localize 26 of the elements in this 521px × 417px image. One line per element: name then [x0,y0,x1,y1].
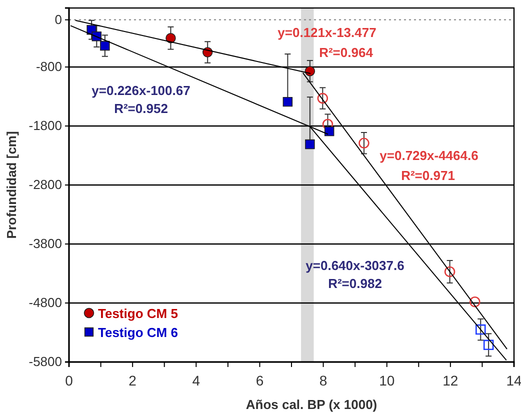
annotation: y=0.226x-100.67 [92,83,190,98]
annotation: y=0.640x-3037.6 [306,258,404,273]
legend-label: Testigo CM 6 [98,325,178,340]
annotation: y=0.729x-4464.6 [380,148,478,163]
y-tick-label: 0 [54,12,62,27]
x-tick-label: 8 [319,372,328,388]
x-axis-title: Años cal. BP (x 1000) [246,397,378,412]
y-tick-label: -2800 [28,177,62,192]
y-axis-title: Profundidad [cm] [4,131,19,239]
x-tick-label: 6 [256,372,264,388]
x-tick-label: 10 [379,372,395,388]
annotation: y=0.121x-13.477 [278,25,376,40]
legend-label: Testigo CM 5 [98,306,178,321]
annotation: R²=0.982 [328,276,382,291]
y-tick-label: -1800 [28,118,62,134]
x-tick-label: 12 [442,372,458,388]
y-tick-label: -800 [36,59,62,74]
y-tick-label: -3800 [28,236,62,252]
y-tick-label: -5800 [28,354,62,370]
x-tick-label: 4 [192,372,200,388]
y-tick-label: -4800 [28,295,62,310]
x-tick-label: 0 [65,372,74,388]
annotation: R²=0.964 [319,45,374,60]
annotation: R²=0.971 [401,168,455,183]
annotation: R²=0.952 [114,101,168,116]
x-tick-label: 2 [128,372,137,388]
